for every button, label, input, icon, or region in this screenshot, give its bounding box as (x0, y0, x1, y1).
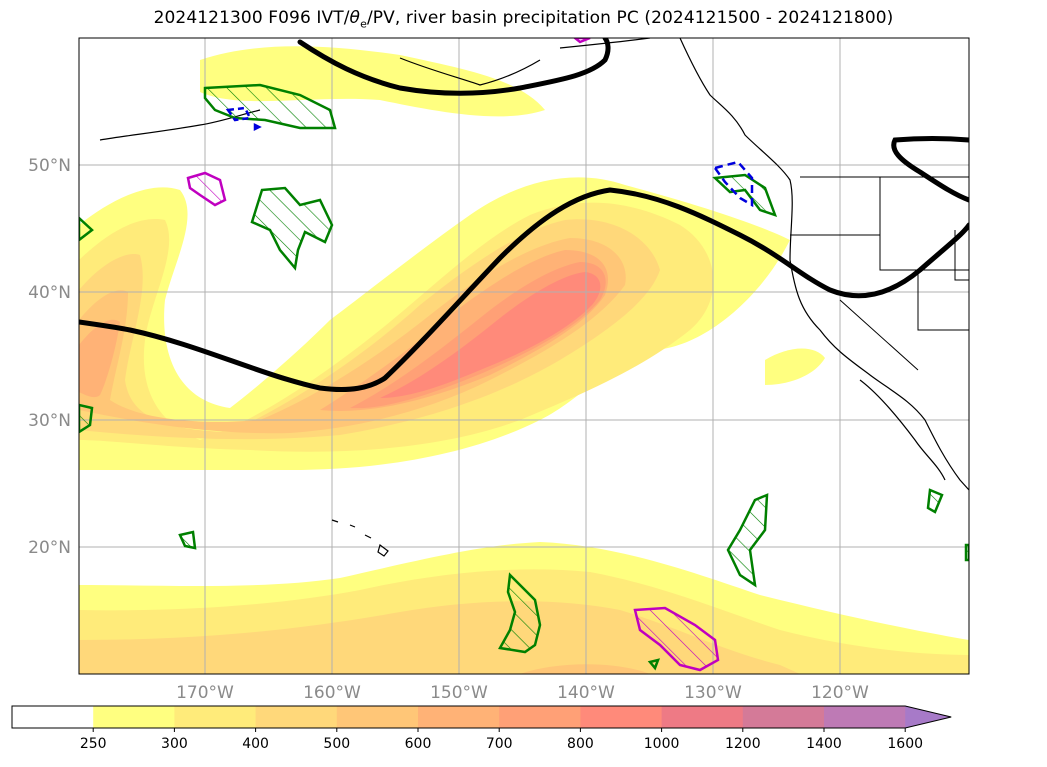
colorbar-cell-6 (499, 706, 581, 728)
ivt-plume-800 (380, 272, 601, 398)
ivt-shading (79, 46, 969, 674)
blue-dashed-regions (225, 106, 754, 208)
colorbar-label-1400: 1400 (806, 736, 842, 752)
state-border-east (954, 230, 969, 281)
colorbar-label-400: 400 (242, 736, 269, 752)
green-region-7 (498, 572, 542, 654)
colorbar-cell-0 (12, 706, 94, 728)
colorbar-label-1200: 1200 (725, 736, 761, 752)
colorbar-cell-8 (661, 706, 744, 728)
colorbar-extend-arrow (905, 706, 952, 728)
colorbar-label-600: 600 (405, 736, 432, 752)
colorbar: 250 300 400 500 600 700 800 1000 1200 1400 1600 (11, 705, 952, 752)
ivt-south-500 (520, 664, 650, 674)
green-region-8 (726, 493, 769, 588)
colorbar-label-1000: 1000 (644, 736, 680, 752)
map-title: 2024121300 F096 IVT/θe/PV, river basin p… (0, 8, 1047, 30)
magenta-region-1 (186, 171, 227, 207)
lon-axis-labels: 170°W 160°W 150°W 140°W 130°W 120°W (176, 683, 869, 703)
colorbar-label-800: 800 (567, 736, 594, 752)
north-america-coast (679, 38, 969, 491)
pv-contour-north (297, 38, 611, 96)
green-region-3 (79, 216, 94, 242)
colorbar-ticks (92, 728, 906, 732)
title-theta-sub: e (360, 17, 367, 31)
lon-label-170: 170°W (176, 683, 234, 703)
colorbar-label-700: 700 (486, 736, 513, 752)
magenta-region-2 (633, 606, 720, 672)
green-region-1 (203, 83, 337, 130)
title-theta: θ (349, 8, 361, 28)
colorbar-label-300: 300 (161, 736, 188, 752)
green-region-11 (647, 658, 661, 671)
lon-label-160: 160°W (303, 683, 361, 703)
colorbar-cell-9 (742, 706, 825, 728)
pv-contour-east (891, 136, 969, 203)
colorbar-label-250: 250 (80, 736, 107, 752)
lon-label-130: 130°W (684, 683, 742, 703)
colorbar-label-1600: 1600 (887, 736, 923, 752)
green-region-4 (79, 403, 94, 434)
title-suffix: /PV, river basin precipitation PC (20241… (366, 8, 894, 28)
colorbar-frame (11, 705, 952, 729)
green-region-9 (926, 488, 944, 514)
pv-contours (79, 38, 969, 393)
blue-region-3 (253, 122, 262, 132)
green-region-5 (178, 530, 197, 550)
green-region-10 (964, 543, 969, 562)
colorbar-tick-labels: 250 300 400 500 600 700 800 1000 1200 1400 1600 (80, 736, 923, 752)
magenta-hatch-regions (186, 38, 720, 672)
baja-coast (859, 379, 946, 481)
lat-label-40: 40°N (28, 283, 71, 303)
coastlines (99, 38, 969, 557)
lat-label-20: 20°N (28, 538, 71, 558)
colorbar-cells (12, 706, 906, 728)
lat-axis-labels: 50°N 40°N 30°N 20°N (28, 156, 71, 558)
blue-region-1 (225, 106, 252, 122)
title-prefix: 2024121300 F096 IVT/ (153, 8, 350, 28)
pv-contour-main (79, 187, 969, 393)
ivt-ca-blob (765, 348, 825, 385)
ivt-south-400 (79, 601, 800, 674)
lon-label-120: 120°W (811, 683, 869, 703)
green-region-2 (250, 186, 334, 271)
lon-label-150: 150°W (430, 683, 488, 703)
colorbar-cell-2 (174, 706, 257, 728)
blue-region-2 (712, 160, 754, 208)
map-frame (78, 37, 970, 675)
lon-label-140: 140°W (557, 683, 615, 703)
colorbar-cell-3 (255, 706, 338, 728)
green-hatch-regions (79, 83, 969, 671)
state-borders (790, 176, 969, 371)
colorbar-cell-4 (336, 706, 419, 728)
lat-label-30: 30°N (28, 411, 71, 431)
colorbar-cell-10 (824, 706, 906, 728)
magenta-region-3 (572, 38, 591, 44)
state-border-or-ca (790, 234, 969, 271)
colorbar-cell-7 (580, 706, 663, 728)
colorbar-cell-5 (418, 706, 500, 728)
colorbar-label-500: 500 (323, 736, 350, 752)
colorbar-cell-1 (93, 706, 175, 728)
lat-label-50: 50°N (28, 156, 71, 176)
hawaii-islands (331, 519, 389, 557)
state-border-interior (839, 177, 969, 371)
graticule (79, 38, 969, 674)
ivt-plume-500 (79, 238, 626, 434)
